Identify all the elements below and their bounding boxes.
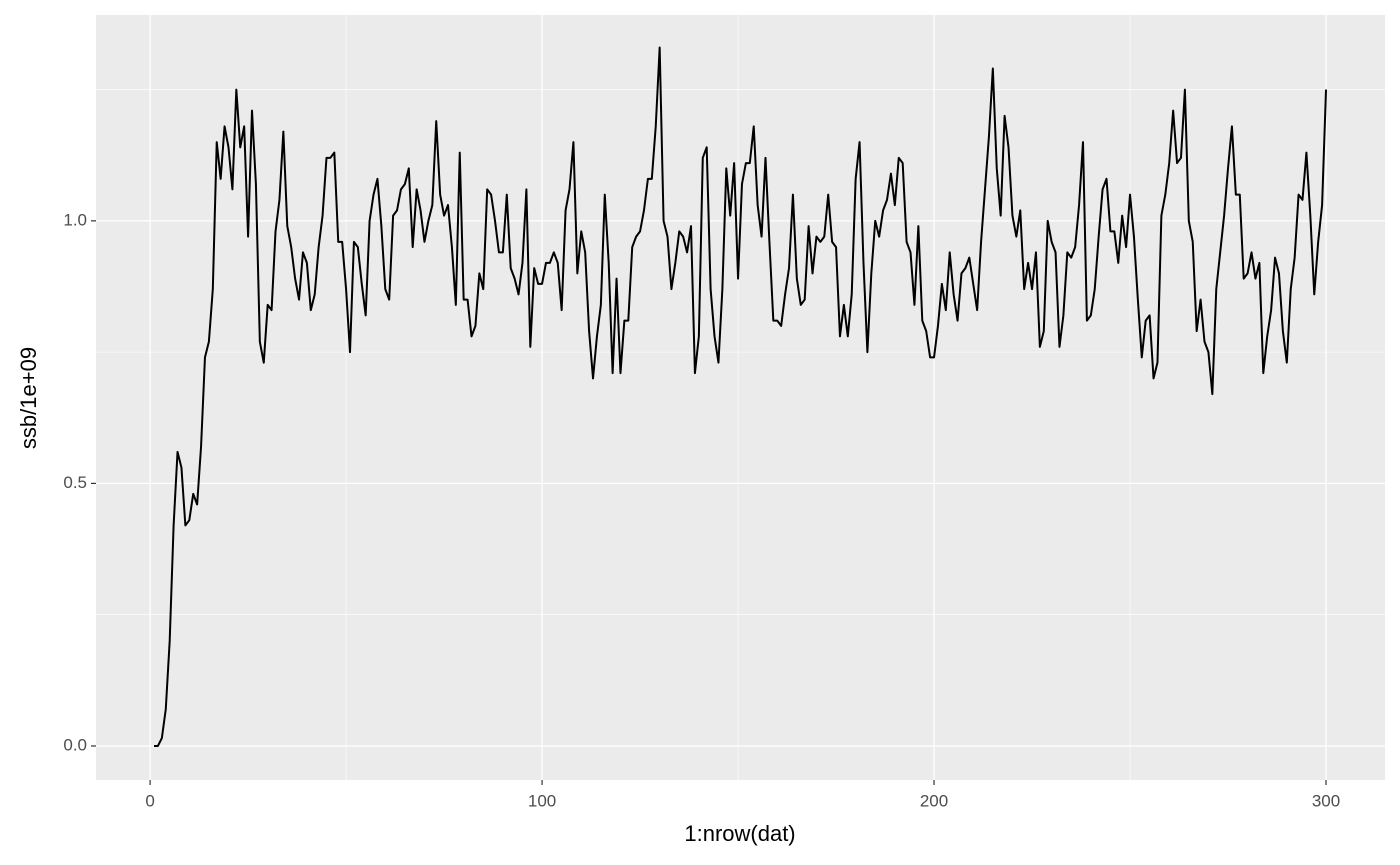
y-tick-label: 1.0	[63, 210, 87, 229]
y-axis-title: ssb/1e+09	[16, 347, 41, 449]
x-tick-label: 300	[1312, 791, 1340, 810]
x-tick-label: 200	[920, 791, 948, 810]
x-tick-label: 100	[528, 791, 556, 810]
ticks: 0 100 200 300 0.0 0.5 1.0	[63, 210, 1340, 810]
x-tick-label: 0	[145, 791, 154, 810]
x-axis-title: 1:nrow(dat)	[684, 821, 795, 846]
y-tick-label: 0.5	[63, 473, 87, 492]
panel	[96, 15, 1385, 780]
y-tick-label: 0.0	[63, 735, 87, 754]
data-line	[154, 46, 1328, 747]
